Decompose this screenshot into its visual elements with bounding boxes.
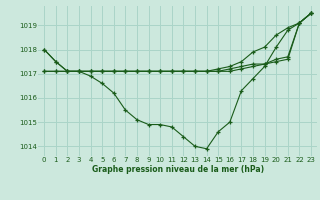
X-axis label: Graphe pression niveau de la mer (hPa): Graphe pression niveau de la mer (hPa) [92, 165, 264, 174]
